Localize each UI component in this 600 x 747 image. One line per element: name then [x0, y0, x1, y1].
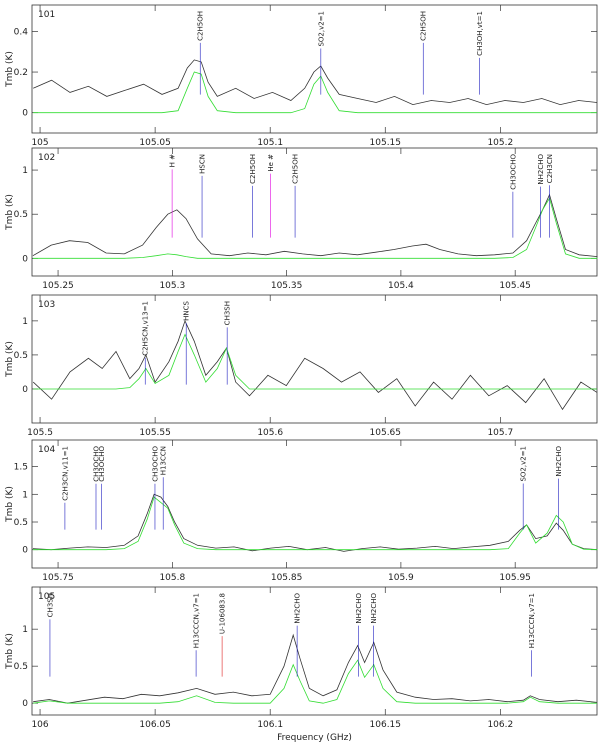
line-label: SO2,v2=1	[520, 446, 528, 482]
y-axis-label: Tmb (K)	[5, 194, 15, 231]
line-label: NH2CHO	[294, 593, 302, 624]
y-tick-label: 0	[22, 254, 28, 264]
x-tick-label: 106.1	[257, 720, 283, 730]
line-label: CH3OH,vt=1	[476, 11, 484, 56]
line-label: NH2CHO	[355, 593, 363, 624]
line-label: NH2CHO	[555, 446, 563, 477]
model-spectrum	[33, 71, 597, 114]
plot-frame	[31, 294, 598, 424]
y-axis-label: Tmb (K)	[5, 633, 15, 670]
panel-number: 101	[38, 10, 55, 20]
y-axis-label: Tmb (K)	[5, 51, 15, 88]
line-label: C2H5OH	[197, 11, 205, 41]
y-tick-label: 0	[22, 546, 28, 556]
line-label: NH2CHO	[370, 593, 378, 624]
x-tick-label: 105.05	[139, 138, 171, 148]
y-tick-label: 1	[22, 317, 28, 327]
x-tick-label: 105.7	[487, 428, 513, 438]
x-tick-label: 105.35	[271, 281, 303, 291]
line-label: SO2,v2=1	[317, 11, 325, 47]
x-tick-label: 105.1	[257, 138, 283, 148]
panel-number: 102	[38, 153, 55, 163]
line-label: C2H3CN,v11=1	[61, 446, 69, 501]
model-spectrum	[33, 333, 597, 390]
y-tick-label: 0.5	[14, 210, 28, 220]
line-label: H #	[169, 154, 177, 167]
y-tick-label: 0.2	[14, 68, 28, 78]
x-tick-label: 105.9	[388, 573, 414, 583]
x-tick-label: 105	[31, 138, 48, 148]
x-tick-label: 105.95	[499, 573, 531, 583]
x-tick-label: 105.4	[388, 281, 414, 291]
x-tick-label: 105.45	[499, 281, 531, 291]
line-label: CH3SH	[224, 301, 232, 325]
observed-spectrum	[32, 193, 598, 257]
line-label: NH2CHO	[537, 154, 545, 185]
line-label: HNCS	[183, 300, 191, 320]
x-tick-label: 106.2	[487, 720, 513, 730]
x-tick-label: 105.65	[370, 428, 402, 438]
y-tick-label: 0.5	[14, 662, 28, 672]
line-label: C2H5OH	[420, 11, 428, 41]
observed-spectrum	[32, 493, 598, 552]
x-tick-label: 105.15	[370, 138, 402, 148]
observed-spectrum	[33, 633, 598, 704]
x-tick-label: 105.25	[42, 281, 74, 291]
model-spectrum	[32, 197, 598, 259]
y-tick-label: 0	[22, 699, 28, 709]
line-label: H13CCN	[160, 446, 168, 475]
panel-number: 105	[38, 592, 55, 602]
x-tick-label: 105.55	[139, 428, 171, 438]
y-tick-label: 0.5	[14, 518, 28, 528]
line-label: C2H5OH	[249, 154, 257, 184]
x-axis-label: Frequency (GHz)	[277, 733, 352, 743]
line-label: CH3OCHO	[151, 446, 159, 482]
x-tick-label: 105.85	[271, 573, 303, 583]
line-label: He #	[267, 154, 275, 172]
y-tick-label: 0	[22, 109, 28, 119]
line-label: CH3SH	[46, 593, 54, 617]
line-label: C2H5CN,v13=1	[142, 301, 150, 356]
y-axis-label: Tmb (K)	[5, 341, 15, 378]
panel-number: 103	[38, 300, 55, 310]
line-label: HSCN	[199, 154, 207, 174]
x-tick-label: 106.05	[139, 720, 171, 730]
panel-number: 104	[38, 445, 55, 455]
x-tick-label: 105.8	[159, 573, 185, 583]
x-tick-label: 106	[31, 720, 48, 730]
line-label: H13CCCN,v7=1	[193, 593, 201, 648]
line-label: H13CCCN,v7=1	[528, 593, 536, 648]
x-tick-label: 105.2	[487, 138, 513, 148]
line-label: CH3OCHO	[98, 446, 106, 482]
x-tick-label: 105.75	[42, 573, 74, 583]
y-tick-label: 0	[22, 385, 28, 395]
observed-spectrum	[33, 59, 598, 106]
line-label: CH3OCHO	[92, 446, 100, 482]
observed-spectrum	[32, 319, 598, 411]
x-tick-label: 106.15	[370, 720, 402, 730]
x-tick-label: 105.5	[27, 428, 53, 438]
plot-frame	[31, 586, 598, 716]
model-spectrum	[32, 496, 598, 551]
x-tick-label: 105.6	[257, 428, 283, 438]
y-tick-label: 1	[22, 490, 28, 500]
plot-frame	[31, 439, 598, 569]
y-tick-label: 0.4	[14, 27, 29, 37]
y-axis-label: Tmb (K)	[5, 486, 15, 523]
line-label: CH3OCHO	[509, 154, 517, 190]
line-label: C2H5OH	[292, 154, 300, 184]
plot-frame	[31, 4, 598, 134]
line-label: U-106083.8	[219, 593, 227, 634]
model-spectrum	[33, 659, 597, 704]
y-tick-label: 0.5	[14, 351, 28, 361]
y-tick-label: 1	[22, 166, 28, 176]
plot-frame	[31, 147, 598, 277]
y-tick-label: 1	[22, 625, 28, 635]
x-tick-label: 105.3	[159, 281, 185, 291]
line-label: C2H3CN	[546, 154, 554, 183]
y-tick-label: 1.5	[14, 463, 28, 473]
